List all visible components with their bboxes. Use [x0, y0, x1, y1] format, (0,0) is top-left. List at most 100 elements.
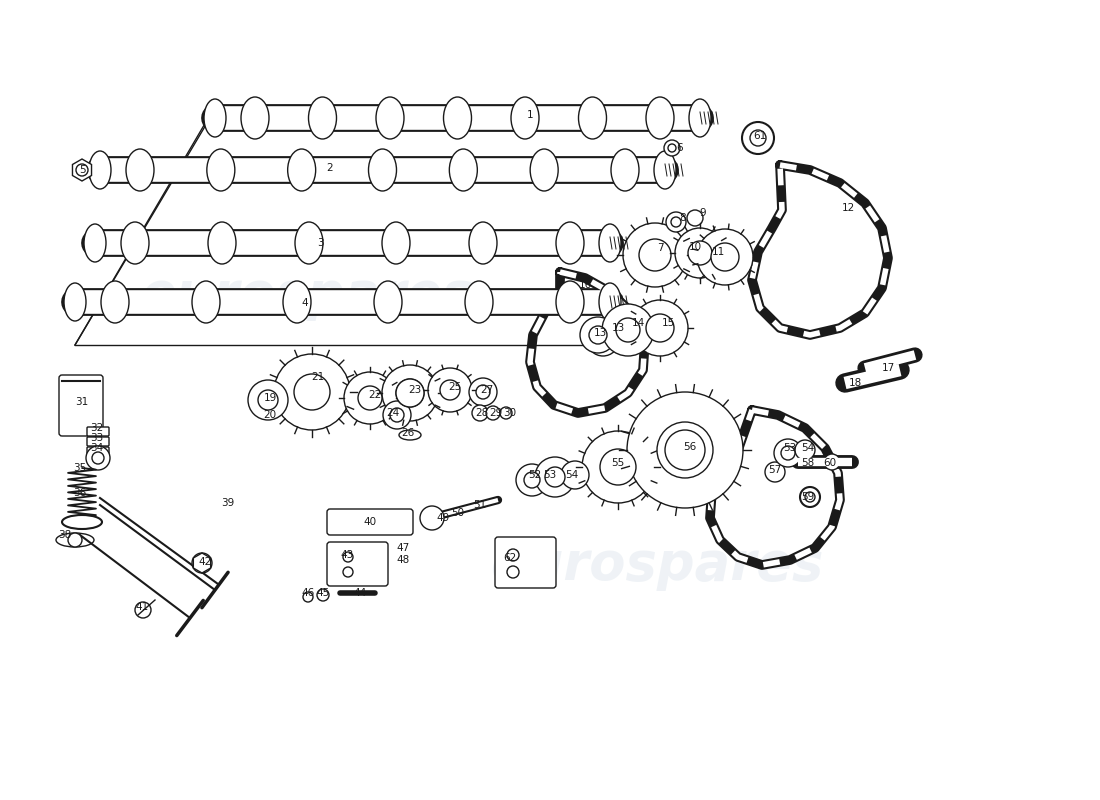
FancyBboxPatch shape: [87, 447, 109, 456]
Circle shape: [688, 241, 712, 265]
Text: 12: 12: [842, 203, 855, 213]
Ellipse shape: [443, 97, 472, 139]
Circle shape: [472, 405, 488, 421]
Ellipse shape: [512, 97, 539, 139]
FancyBboxPatch shape: [59, 375, 103, 436]
Circle shape: [524, 472, 540, 488]
Text: 26: 26: [402, 428, 415, 438]
Circle shape: [382, 365, 438, 421]
Text: 27: 27: [481, 385, 494, 395]
Circle shape: [343, 552, 353, 562]
Text: 17: 17: [881, 363, 894, 373]
Ellipse shape: [121, 222, 148, 264]
Text: eurospares: eurospares: [140, 269, 473, 321]
Circle shape: [602, 304, 654, 356]
Text: 51: 51: [473, 500, 486, 510]
Text: 31: 31: [76, 397, 89, 407]
Text: 34: 34: [90, 443, 103, 453]
Text: 20: 20: [263, 410, 276, 420]
Circle shape: [294, 374, 330, 410]
Text: 48: 48: [396, 555, 409, 565]
Circle shape: [440, 380, 460, 400]
Circle shape: [639, 239, 671, 271]
Ellipse shape: [368, 149, 396, 191]
Text: 9: 9: [700, 208, 706, 218]
Ellipse shape: [465, 281, 493, 323]
Circle shape: [396, 379, 424, 407]
Text: 38: 38: [58, 530, 72, 540]
Circle shape: [507, 566, 519, 578]
Ellipse shape: [56, 533, 94, 547]
Circle shape: [476, 385, 490, 399]
Circle shape: [646, 314, 674, 342]
Circle shape: [668, 144, 676, 152]
Circle shape: [795, 440, 815, 460]
Ellipse shape: [689, 99, 711, 137]
Circle shape: [582, 431, 654, 503]
Text: 1: 1: [527, 110, 534, 120]
Text: 58: 58: [802, 458, 815, 468]
Text: 60: 60: [824, 458, 837, 468]
Ellipse shape: [449, 149, 477, 191]
Circle shape: [358, 386, 382, 410]
FancyBboxPatch shape: [327, 509, 412, 535]
Ellipse shape: [208, 222, 236, 264]
Ellipse shape: [295, 222, 323, 264]
Ellipse shape: [399, 430, 421, 440]
Circle shape: [343, 567, 353, 577]
Ellipse shape: [84, 224, 106, 262]
Circle shape: [664, 140, 680, 156]
Text: 41: 41: [135, 602, 149, 612]
Circle shape: [800, 487, 820, 507]
Text: 7: 7: [657, 243, 663, 253]
Text: 39: 39: [221, 498, 234, 508]
Circle shape: [344, 372, 396, 424]
Circle shape: [675, 228, 725, 278]
Text: 56: 56: [683, 442, 696, 452]
Circle shape: [428, 368, 472, 412]
Text: 59: 59: [802, 492, 815, 502]
Text: 45: 45: [317, 588, 330, 598]
Circle shape: [544, 467, 565, 487]
Circle shape: [824, 454, 840, 470]
Text: 13: 13: [612, 323, 625, 333]
Ellipse shape: [646, 97, 674, 139]
Text: 10: 10: [689, 242, 702, 252]
Circle shape: [68, 533, 82, 547]
Text: 47: 47: [396, 543, 409, 553]
Circle shape: [711, 243, 739, 271]
Text: 40: 40: [363, 517, 376, 527]
Text: eurospares: eurospares: [490, 539, 824, 591]
Circle shape: [742, 122, 774, 154]
FancyBboxPatch shape: [327, 542, 388, 586]
Ellipse shape: [62, 515, 102, 529]
Text: 43: 43: [340, 550, 353, 560]
Circle shape: [666, 212, 686, 232]
Text: 62: 62: [504, 553, 517, 563]
Ellipse shape: [101, 281, 129, 323]
Circle shape: [469, 378, 497, 406]
Text: 55: 55: [612, 458, 625, 468]
Text: 57: 57: [769, 465, 782, 475]
Circle shape: [632, 300, 688, 356]
Text: 49: 49: [437, 513, 450, 523]
Text: 54: 54: [802, 443, 815, 453]
Text: 22: 22: [368, 390, 382, 400]
Circle shape: [616, 318, 640, 342]
Circle shape: [92, 452, 104, 464]
Circle shape: [671, 217, 681, 227]
Circle shape: [688, 210, 703, 226]
Ellipse shape: [556, 222, 584, 264]
Text: 50: 50: [451, 508, 464, 518]
Text: 21: 21: [311, 372, 324, 382]
Ellipse shape: [192, 281, 220, 323]
Text: 54: 54: [565, 470, 579, 480]
Text: 18: 18: [848, 378, 861, 388]
Text: 52: 52: [528, 470, 541, 480]
Ellipse shape: [64, 283, 86, 321]
Circle shape: [588, 326, 607, 344]
Text: 53: 53: [543, 470, 557, 480]
Ellipse shape: [654, 151, 676, 189]
Text: 46: 46: [301, 588, 315, 598]
Text: 4: 4: [301, 298, 308, 308]
